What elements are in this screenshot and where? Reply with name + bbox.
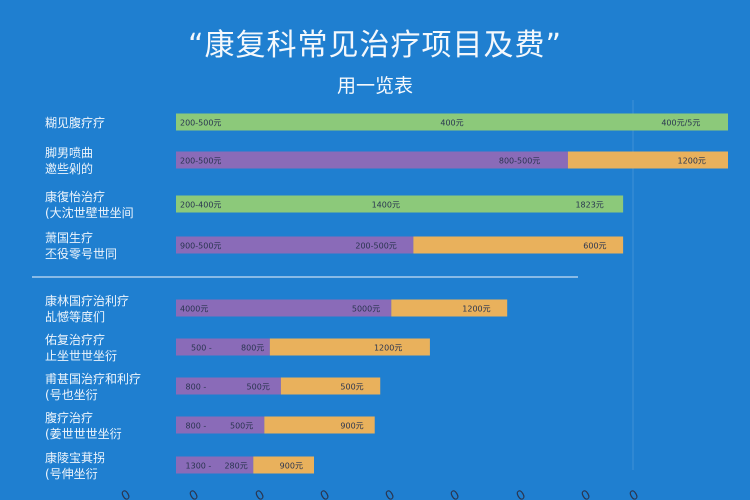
- bar-segment: [176, 195, 624, 213]
- bar-value-label: 900元: [280, 462, 303, 471]
- bar-value-label: 1200元: [462, 305, 490, 314]
- bar-segment: [413, 236, 624, 254]
- bar-value-label: 1400元: [372, 201, 400, 210]
- row-label: 康復怡治疗: [45, 189, 105, 204]
- bar-value-label: 400元: [440, 119, 463, 128]
- row-label: 康陵宝萁拐: [45, 450, 105, 465]
- bar-segment: [176, 456, 254, 474]
- bar-segment: [391, 299, 508, 317]
- bar-value-label: 800元: [241, 344, 264, 353]
- bar-value-label: 500元: [247, 383, 270, 392]
- x-tick-label: 0: [253, 487, 268, 500]
- row-label: 糊见腹疗疗: [45, 115, 105, 130]
- row-label: 丕役零号世同: [45, 246, 117, 261]
- row-label: 脚男喷曲: [45, 145, 93, 160]
- bar-segment: [176, 236, 414, 254]
- row-label: (大沈世壁世坐间: [45, 205, 134, 220]
- bar-value-label: 900元: [340, 422, 363, 431]
- bar-value-label: 200-500元: [355, 242, 396, 251]
- row-label: 邀些剁的: [45, 161, 93, 176]
- row-label: 乩憾等度们: [45, 309, 105, 324]
- bar-value-label: 5000元: [352, 305, 380, 314]
- row-label: 康林国疗治利疗: [45, 293, 129, 308]
- bar-value-label: 200-500元: [180, 119, 221, 128]
- bar-segment: [280, 377, 381, 395]
- x-tick-label: 0: [627, 487, 642, 500]
- x-tick-label: 0: [383, 487, 398, 500]
- bar-segment: [176, 416, 265, 434]
- bar-value-label: 1200元: [374, 344, 402, 353]
- x-tick-label: 0: [187, 487, 202, 500]
- x-tick-label: 0: [318, 487, 333, 500]
- bar-value-label: 400元/5元: [661, 119, 700, 128]
- x-tick-label: 0: [119, 487, 134, 500]
- row-label: (号也坐衍: [45, 388, 98, 402]
- bar-segment: [176, 338, 270, 356]
- chart-subtitle: 用一览表: [336, 75, 413, 97]
- bar-segment: [176, 299, 392, 317]
- x-tick-label: 0: [448, 487, 463, 500]
- bar-segment: [567, 151, 728, 169]
- bar-value-label: 200-500元: [180, 157, 221, 166]
- bar-value-label: 200-400元: [180, 201, 221, 210]
- row-label: (号伸坐衍: [45, 467, 98, 481]
- bar-value-label: 800 -: [186, 422, 207, 431]
- row-label: 佑复治疗疗: [45, 333, 105, 347]
- bar-segment: [269, 338, 430, 356]
- bar-value-label: 1200元: [678, 157, 706, 166]
- bar-value-label: 1823元: [575, 201, 603, 210]
- bar-value-label: 900-500元: [180, 242, 221, 251]
- bar-segment: [176, 377, 281, 395]
- bar-segment: [253, 456, 314, 474]
- row-label: 甫甚国治疗和利疗: [45, 372, 141, 386]
- bar-value-label: 600元: [583, 242, 606, 251]
- row-label: (姜世世世坐衍: [45, 427, 122, 441]
- bar-value-label: 500 -: [191, 344, 212, 353]
- bar-value-label: 1300 -: [186, 462, 212, 471]
- bar-segment: [176, 151, 568, 169]
- row-label: 止坐世世坐衍: [45, 349, 117, 363]
- bar-value-label: 800 -: [186, 383, 207, 392]
- chart-title: “康复科常见治疗项目及费”: [187, 28, 563, 63]
- bar-value-label: 280元: [224, 462, 247, 471]
- bar-segment: [176, 113, 728, 131]
- x-tick-label: 0: [514, 487, 529, 500]
- row-label: 萧国生疗: [45, 231, 93, 245]
- row-label: 腹疗治疗: [45, 411, 93, 425]
- bar-value-label: 800-500元: [499, 157, 540, 166]
- x-tick-label: 0: [579, 487, 594, 500]
- bar-value-label: 4000元: [180, 305, 208, 314]
- bar-value-label: 500元: [230, 422, 253, 431]
- bar-segment: [264, 416, 375, 434]
- bar-value-label: 500元: [340, 383, 363, 392]
